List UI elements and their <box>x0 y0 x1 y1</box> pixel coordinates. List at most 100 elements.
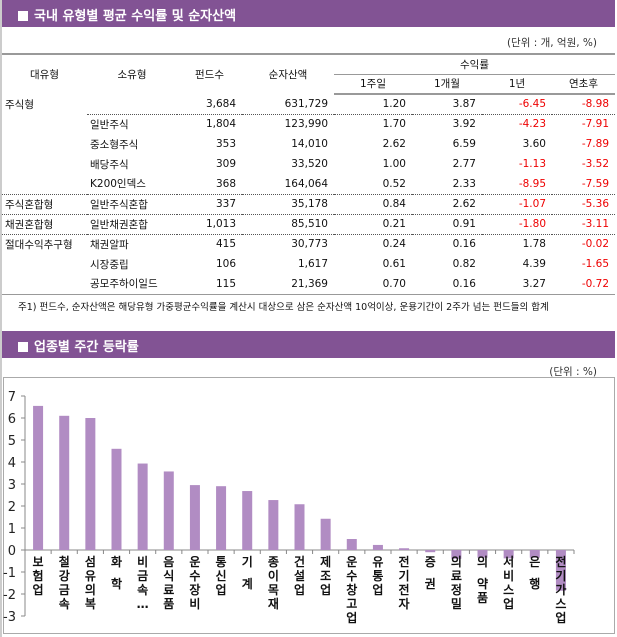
bar <box>503 550 514 559</box>
y-tick-label: -3 <box>3 610 16 625</box>
cell-m1: 2.33 <box>452 177 476 190</box>
cell-minor: 공모주하이일드 <box>87 274 177 295</box>
cell-ytd: -3.52 <box>581 158 609 170</box>
cell-funds: 353 <box>215 138 236 150</box>
cell-ytd: -7.89 <box>581 138 609 150</box>
sector-weekly-change-chart: -3 -2 -1 0 1 2 3 4 5 6 7 보 험 업 철 강 금 속 섬 유 의 복 화 학 비 금 속 … 음 식 료 품 운 수 장 비… <box>3 390 575 625</box>
cell-ytd: -7.91 <box>552 113 615 134</box>
cell-assets: 631,729 <box>284 97 328 110</box>
cell-ytd: -8.98 <box>581 98 609 111</box>
y-tick-label: -1 <box>3 566 16 581</box>
table-row: 배당주식 309 33,520 1.00 2.77 -1.13 -3.52 <box>2 154 615 174</box>
cell-assets: 35,178 <box>242 193 334 214</box>
cell-funds: 368 <box>215 177 236 190</box>
bar <box>555 550 566 591</box>
section-title: 업종별 주간 등락률 <box>34 340 139 355</box>
header-ytd: 연초후 <box>552 74 615 95</box>
y-tick-label: 5 <box>8 434 16 449</box>
cell-assets: 21,369 <box>242 274 334 295</box>
cell-y1: 3.27 <box>482 274 552 295</box>
x-tick-label: 기 계 <box>242 554 253 591</box>
cell-major <box>2 114 87 134</box>
square-bullet-icon <box>18 11 28 21</box>
bar <box>59 415 70 550</box>
cell-minor: 배당주식 <box>90 158 129 171</box>
section-header-sector-change: 업종별 주간 등락률 <box>2 331 615 358</box>
bar <box>451 550 462 559</box>
left-border <box>0 0 2 637</box>
cell-ytd: -3.11 <box>552 213 615 234</box>
fund-returns-table: 대유형 소유형 펀드수 순자산액 수익률 1주일 1개월 1년 연초후 주식형 3,684 631… <box>2 53 615 295</box>
bar <box>294 504 305 550</box>
cell-y1: -1.13 <box>518 158 546 170</box>
cell-w1: 0.52 <box>382 177 406 190</box>
header-returns: 수익률 <box>334 53 615 75</box>
header-minor: 소유형 <box>87 53 177 94</box>
cell-ytd: -7.59 <box>581 177 609 190</box>
cell-funds: 415 <box>177 233 242 254</box>
table-row: 주식혼합형 일반주식혼합 337 35,178 0.84 2.62 -1.07 -5.36 <box>2 193 615 214</box>
cell-m1: 0.82 <box>452 258 476 270</box>
cell-w1: 1.00 <box>382 158 406 170</box>
y-tick-label: 3 <box>8 478 16 493</box>
cell-m1: 0.91 <box>412 213 482 234</box>
cell-minor: 시장중립 <box>90 258 129 271</box>
cell-assets: 33,520 <box>291 158 328 170</box>
cell-w1: 0.84 <box>334 193 412 214</box>
cell-w1: 0.61 <box>382 258 406 270</box>
y-tick-label: -2 <box>3 588 16 603</box>
bar <box>477 550 488 558</box>
cell-major <box>2 134 87 154</box>
cell-ytd: -1.65 <box>581 258 609 270</box>
cell-assets: 1,617 <box>297 258 328 270</box>
cell-funds: 309 <box>215 158 236 170</box>
cell-assets: 14,010 <box>291 138 328 150</box>
section-header-fund-returns: 국내 유형별 평균 수익률 및 순자산액 <box>2 0 615 27</box>
bar <box>111 448 122 550</box>
cell-y1: -8.95 <box>518 177 546 190</box>
bar <box>163 471 174 550</box>
cell-m1: 0.16 <box>412 233 482 254</box>
cell-y1: -1.80 <box>482 213 552 234</box>
y-tick-label: 6 <box>8 412 16 427</box>
cell-major <box>2 154 87 174</box>
cell-w1: 0.24 <box>334 233 412 254</box>
header-major: 대유형 <box>2 53 87 94</box>
cell-minor: 일반채권혼합 <box>87 213 177 234</box>
cell-major <box>2 174 87 194</box>
bar <box>529 550 540 558</box>
header-assets: 순자산액 <box>242 53 334 94</box>
cell-funds: 337 <box>177 193 242 214</box>
cell-y1: -6.45 <box>518 98 546 111</box>
cell-major: 주식형 <box>5 98 34 111</box>
cell-funds: 115 <box>177 274 242 295</box>
chart-frame <box>3 377 615 634</box>
cell-w1: 1.70 <box>334 113 412 134</box>
section-title: 국내 유형별 평균 수익률 및 순자산액 <box>34 9 237 24</box>
bar <box>346 539 357 550</box>
header-funds: 펀드수 <box>177 53 242 94</box>
cell-assets: 30,773 <box>242 233 334 254</box>
cell-minor: 일반주식 <box>87 113 177 134</box>
cell-w1: 2.62 <box>382 138 406 150</box>
cell-m1: 3.92 <box>412 113 482 134</box>
table-row: 주식형 3,684 631,729 1.20 3.87 -6.45 -8.98 <box>2 94 615 114</box>
cell-y1: -4.23 <box>482 113 552 134</box>
y-tick-label: 7 <box>8 390 16 405</box>
bar <box>372 544 383 550</box>
cell-w1: 0.21 <box>334 213 412 234</box>
cell-y1: -1.07 <box>482 193 552 214</box>
bar <box>33 405 44 550</box>
cell-minor <box>87 94 177 114</box>
cell-major <box>2 274 87 295</box>
cell-m1: 6.59 <box>452 138 476 150</box>
cell-y1: 4.39 <box>522 258 546 270</box>
